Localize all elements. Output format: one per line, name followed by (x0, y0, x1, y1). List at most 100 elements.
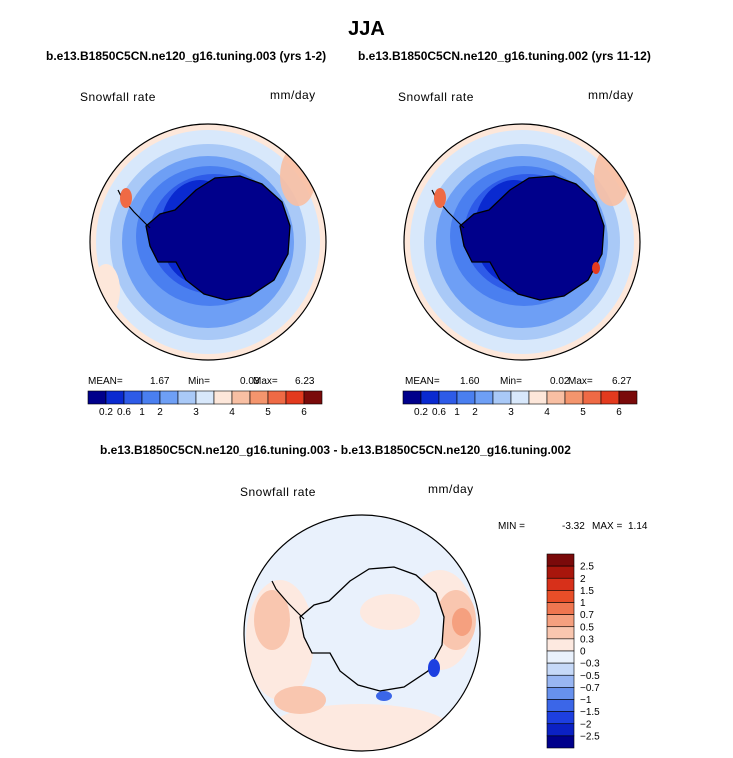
panel2-colorbar-swatch (456, 390, 476, 405)
panel3-colorbar-swatch (546, 662, 575, 676)
panel2-colorbar-swatch (618, 390, 638, 405)
panel3-units-label: mm/day (428, 482, 474, 496)
panel1-units-label: mm/day (270, 88, 316, 102)
panel3-colorbar-swatch (546, 626, 575, 640)
panel2-colorbar-swatch (420, 390, 440, 405)
panel3-variable-label: Snowfall rate (240, 485, 316, 499)
panel2-colorbar-swatch (492, 390, 512, 405)
panel1-colorbar-swatch (177, 390, 197, 405)
panel3-colorbar-swatch (546, 735, 575, 749)
panel1-variable-label: Snowfall rate (80, 90, 156, 104)
panel1-colorbar-swatch (285, 390, 305, 405)
panel3-max-label: MAX = (592, 521, 623, 532)
panel3-colorbar-tick-label: 0.5 (580, 622, 594, 633)
panel3-colorbar-tick-label: −0.7 (580, 683, 600, 694)
panel1-colorbar-swatch (87, 390, 107, 405)
panel3-colorbar: 2.521.510.70.50.3 0−0.3−0.5−0.7−1−1.5−2−2… (546, 553, 600, 749)
panel1-colorbar-swatch (105, 390, 125, 405)
panel1-colorbar-swatch (195, 390, 215, 405)
panel3-colorbar-tick-label: −2.5 (580, 731, 600, 742)
panel1-colorbar-tick-label: 0.2 (99, 407, 113, 418)
panel3-colorbar-swatch (546, 614, 575, 628)
panel2-max-label: Max= (568, 376, 593, 387)
panel2-colorbar-swatch (600, 390, 620, 405)
panel2-mean-value: 1.60 (460, 376, 480, 387)
panel1-title: b.e13.B1850C5CN.ne120_g16.tuning.003 (yr… (46, 49, 327, 63)
panel1-colorbar-tick-label: 4 (229, 407, 235, 418)
panel1-max-label: Max= (253, 376, 278, 387)
panel1-colorbar-swatch (159, 390, 179, 405)
panel3-colorbar-tick-label: 0.3 (580, 634, 594, 645)
panel2-colorbar-tick-label: 4 (544, 407, 550, 418)
panel1-colorbar-tick-label: 0.6 (117, 407, 131, 418)
panel2-colorbar: 0.2 0.6 1 2 3 4 5 6 (402, 390, 638, 418)
panel2-mean-label: MEAN= (405, 376, 440, 387)
panel2-min-label: Min= (500, 376, 522, 387)
panel3-max-value: 1.14 (628, 521, 648, 532)
panel1-colorbar-swatch (249, 390, 269, 405)
panel2-colorbar-swatch (402, 390, 422, 405)
panel3-colorbar-swatch (546, 650, 575, 664)
panel3-colorbar-tick-label: 2 (580, 574, 586, 585)
panel3-colorbar-swatch (546, 711, 575, 725)
panel3-colorbar-tick-label: −1 (580, 695, 592, 706)
panel1-min-label: Min= (188, 376, 210, 387)
panel2-colorbar-swatch (582, 390, 602, 405)
panel3-colorbar-swatch (546, 687, 575, 700)
panel3-colorbar-swatch (546, 638, 575, 652)
panel1-colorbar-swatch (141, 390, 161, 405)
panel1-colorbar-swatch (123, 390, 143, 405)
panel1-colorbar-tick-label: 1 (139, 407, 145, 418)
panel2-colorbar-swatch (510, 390, 530, 405)
panel3-colorbar-swatch (546, 699, 575, 712)
panel3-colorbar-tick-label: 2.5 (580, 562, 594, 573)
panel2-colorbar-tick-label: 6 (616, 407, 622, 418)
panel2-max-value: 6.27 (612, 376, 632, 387)
panel2-colorbar-tick-label: 2 (472, 407, 478, 418)
panel2-colorbar-tick-label: 5 (580, 407, 586, 418)
panel1-colorbar-swatch (303, 390, 323, 405)
panel2-colorbar-swatch (564, 390, 584, 405)
panel2-map (403, 123, 641, 361)
panel1-min-value: 0.03 (240, 376, 260, 387)
panel2-colorbar-swatch (438, 390, 458, 405)
panel3-colorbar-tick-label: −0.3 (580, 659, 600, 670)
panel3-min-value: -3.32 (562, 521, 585, 532)
panel1-colorbar-tick-label: 6 (301, 407, 307, 418)
panel1-colorbar-tick-label: 3 (193, 407, 199, 418)
panel2-colorbar-tick-label: 0.6 (432, 407, 446, 418)
panel1-antarctica (145, 175, 291, 301)
panel2-colorbar-swatch (546, 390, 566, 405)
panel2-colorbar-tick-label: 3 (508, 407, 514, 418)
panel2-title: b.e13.B1850C5CN.ne120_g16.tuning.002 (yr… (358, 49, 651, 63)
panel1-map (89, 123, 327, 361)
panel2-colorbar-tick-label: 0.2 (414, 407, 428, 418)
panel1-mean-label: MEAN= (88, 376, 123, 387)
panel2-colorbar-tick-label: 1 (454, 407, 460, 418)
figure-title: JJA (348, 18, 385, 40)
panel3-colorbar-tick-label: 1 (580, 598, 586, 609)
panel1-colorbar-tick-label: 2 (157, 407, 163, 418)
panel2-colorbar-swatch (474, 390, 494, 405)
panel2-antarctica (459, 175, 605, 301)
panel3-colorbar-tick-label: 0.7 (580, 610, 594, 621)
panel3-map (243, 514, 481, 752)
panel1-mean-value: 1.67 (150, 376, 170, 387)
panel3-min-label: MIN = (498, 521, 525, 532)
panel3-colorbar-swatch (546, 553, 575, 567)
panel3-colorbar-swatch (546, 577, 575, 591)
panel3-colorbar-swatch (546, 602, 575, 615)
panel3-colorbar-swatch (546, 565, 575, 579)
panel1-colorbar-swatch (231, 390, 251, 405)
panel2-units-label: mm/day (588, 88, 634, 102)
panel1-colorbar-swatch (267, 390, 287, 405)
panel3-colorbar-tick-label: −2 (580, 719, 592, 730)
panel3-colorbar-tick-label: 1.5 (580, 586, 594, 597)
panel3-colorbar-swatch (546, 723, 575, 737)
difference-title: b.e13.B1850C5CN.ne120_g16.tuning.003 - b… (100, 443, 571, 457)
panel2-min-value: 0.02 (550, 376, 570, 387)
panel3-colorbar-swatch (546, 674, 575, 688)
panel1-max-value: 6.23 (295, 376, 315, 387)
panel2-colorbar-swatch (528, 390, 548, 405)
